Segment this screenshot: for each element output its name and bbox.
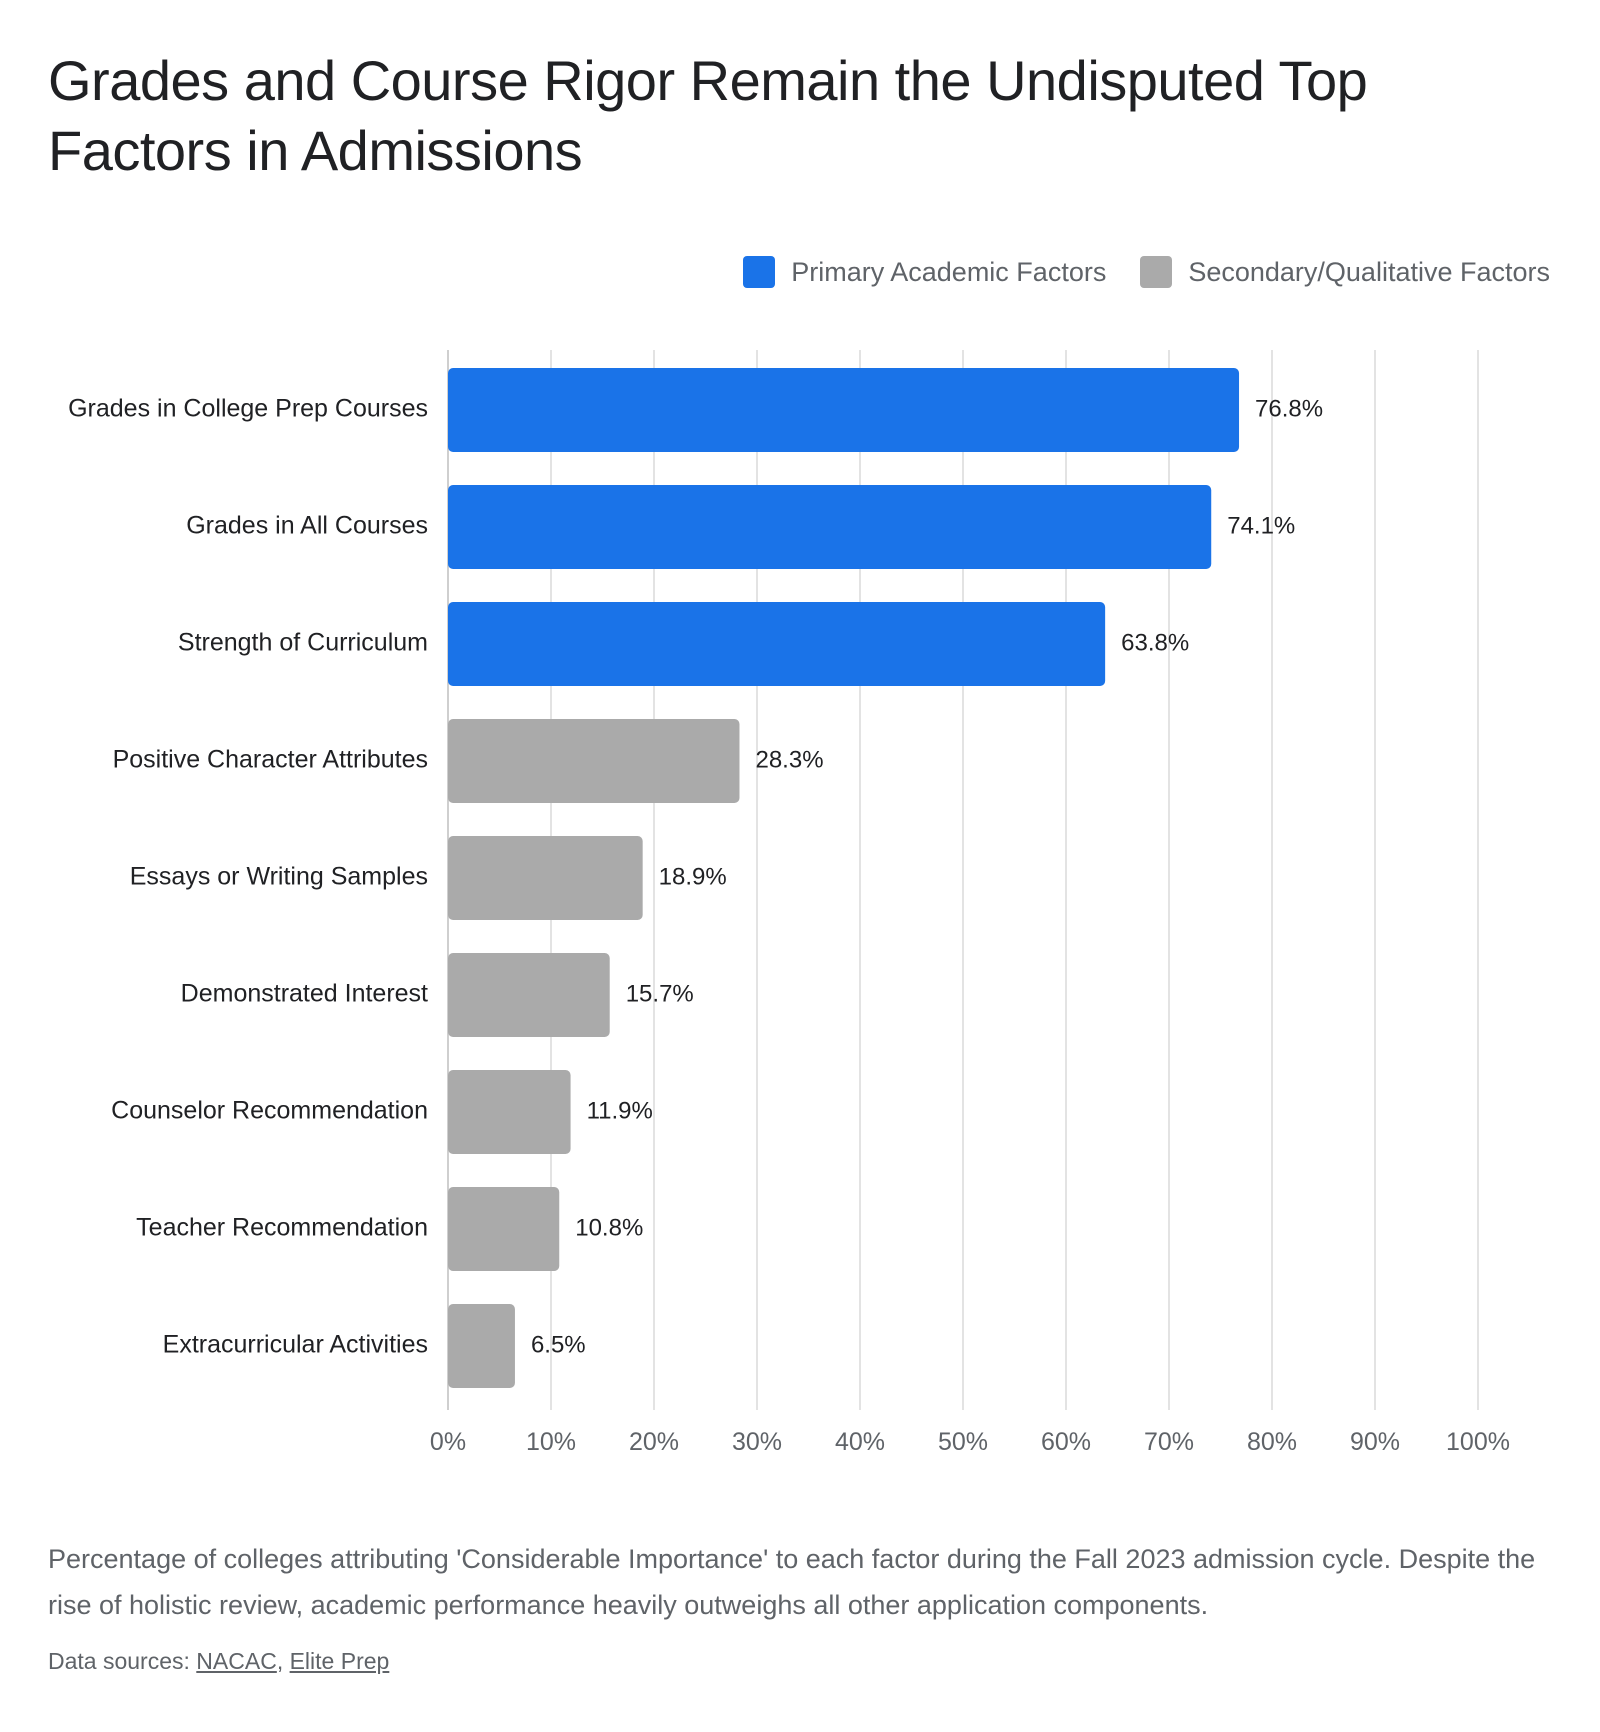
x-tick-label: 40% [835,1428,885,1456]
bar [448,1187,560,1271]
value-label: 76.8% [1255,395,1323,422]
bar [448,1304,515,1388]
bar [448,602,1106,686]
category-label: Extracurricular Activities [163,1331,428,1359]
legend-swatch-primary [743,256,776,288]
data-sources: Data sources: NACAC, Elite Prep [48,1648,389,1675]
value-label: 6.5% [531,1331,586,1358]
value-label: 63.8% [1121,629,1189,656]
value-label: 18.9% [659,863,727,890]
x-tick-label: 60% [1041,1428,1091,1456]
bar [448,953,610,1037]
value-label: 28.3% [755,746,823,773]
bar [448,1070,571,1154]
source-link-nacac[interactable]: NACAC [196,1648,277,1674]
x-tick-label: 80% [1247,1428,1297,1456]
value-label: 15.7% [626,980,694,1007]
x-tick-label: 100% [1446,1428,1510,1456]
bar [448,368,1240,452]
chart-legend: Primary Academic Factors Secondary/Quali… [709,256,1550,288]
legend-label-primary: Primary Academic Factors [791,256,1107,287]
category-label: Strength of Curriculum [178,629,428,657]
x-tick-label: 30% [732,1428,782,1456]
bar [448,719,740,803]
category-label: Demonstrated Interest [181,980,428,1008]
sources-prefix: Data sources: [48,1648,197,1674]
x-tick-label: 0% [430,1428,466,1456]
category-label: Positive Character Attributes [113,746,428,774]
x-tick-label: 50% [938,1428,988,1456]
value-label: 11.9% [587,1097,653,1124]
legend-swatch-secondary [1140,256,1173,288]
x-tick-label: 90% [1350,1428,1400,1456]
category-label: Counselor Recommendation [111,1097,428,1125]
category-label: Essays or Writing Samples [130,863,428,891]
category-label: Grades in All Courses [186,512,428,540]
bar [448,485,1212,569]
legend-label-secondary: Secondary/Qualitative Factors [1188,256,1550,287]
sources-separator: , [276,1648,290,1674]
x-tick-label: 20% [629,1428,679,1456]
value-label: 10.8% [575,1214,643,1241]
category-label: Grades in College Prep Courses [68,395,428,423]
legend-item-primary: Primary Academic Factors [743,256,1106,288]
bar [448,836,643,920]
category-label: Teacher Recommendation [136,1214,428,1242]
chart-caption: Percentage of colleges attributing 'Cons… [48,1544,1536,1620]
value-label: 74.1% [1227,512,1295,539]
x-tick-label: 70% [1144,1428,1194,1456]
legend-item-secondary: Secondary/Qualitative Factors [1140,256,1550,288]
chart-title: Grades and Course Rigor Remain the Undis… [48,49,1368,182]
bar-chart: 0% 10% 20% 30% 40% 50% 60% 70% 80% 90% 100% Grades … [68,350,1510,1456]
source-link-elite-prep[interactable]: Elite Prep [289,1648,390,1674]
x-tick-label: 10% [526,1428,576,1456]
